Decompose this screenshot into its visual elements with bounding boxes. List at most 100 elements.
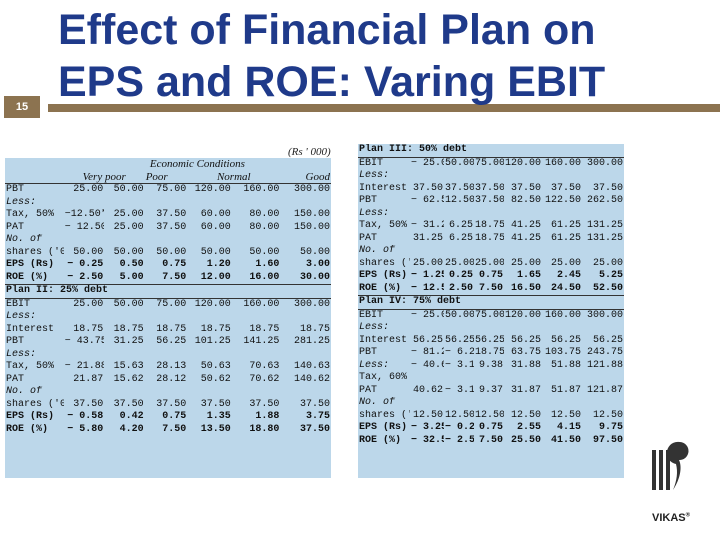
cell-value: 75.00 — [475, 157, 504, 169]
cell-value: −12.50* — [64, 209, 105, 220]
cell-value: 160.00 — [544, 157, 581, 169]
cell-value: 0.25 — [448, 270, 473, 281]
cell-value — [410, 372, 444, 385]
row-label: ROE (%) — [358, 282, 410, 296]
cell-value: − 0.25 — [445, 422, 474, 433]
cell-value — [542, 245, 582, 258]
cell-value: − 81.25 — [411, 347, 444, 358]
cell-value: 7.50 — [474, 282, 504, 296]
cell-value: 150.00 — [293, 209, 330, 220]
cell-value — [504, 208, 542, 221]
row-label: EBIT — [359, 157, 384, 169]
row-label: PAT — [6, 221, 25, 233]
row-label: EPS (Rs) — [6, 259, 55, 270]
cell-value: 0.50 — [119, 259, 144, 270]
cell-value — [542, 322, 582, 335]
row-label: Tax, 50% — [6, 361, 55, 372]
table-row: Interest 56.25 56.25 56.25 56.25 56.25 56.25 — [358, 335, 624, 348]
cell-value: 31.87 — [510, 384, 541, 396]
cell-value: 0.75 — [162, 259, 187, 270]
cell-value — [410, 208, 444, 221]
cell-value: 37.50 — [73, 398, 104, 410]
row-label: EBIT — [6, 298, 31, 310]
cell-value: 18.75 — [475, 220, 504, 231]
cell-value: 243.75 — [586, 347, 623, 358]
cell-value: 2.55 — [516, 422, 541, 433]
cell-value — [444, 208, 474, 221]
cell-value: 80.00 — [249, 221, 280, 233]
cell-value: 37.50 — [475, 182, 504, 194]
cell-value: 37.50 — [550, 182, 581, 194]
cell-value: 121.87 — [586, 384, 623, 396]
cell-value — [280, 234, 331, 247]
row-label: ROE (%) — [359, 434, 402, 446]
units-label: (Rs ' 000) — [288, 146, 331, 158]
cell-value: 50.00 — [299, 246, 330, 258]
cell-value: − 1.25 — [411, 270, 444, 281]
cell-value: 131.25 — [586, 220, 623, 231]
cell-value: 28.12 — [156, 373, 187, 385]
cell-value: 24.50 — [542, 282, 582, 296]
cell-value: − 0.58 — [67, 411, 104, 422]
cell-value: 56.25 — [412, 334, 443, 346]
cell-value: 31.25 — [412, 232, 443, 244]
cell-value: 56.25 — [592, 334, 623, 346]
table-row: PBT − 43.75 31.25 56.25 101.25 141.25 281.25 — [5, 336, 331, 349]
cell-value — [444, 170, 474, 183]
cell-value — [64, 234, 104, 247]
cell-value — [104, 386, 144, 399]
cell-value — [582, 322, 624, 335]
table-row: EPS (Rs) − 0.25 0.50 0.75 1.20 1.60 3.00 — [5, 259, 331, 272]
cell-value — [145, 349, 188, 362]
table-row: ROE (%) − 5.80 4.20 7.50 13.50 18.80 37.50 — [5, 424, 331, 437]
cell-value — [410, 322, 444, 335]
conditions-header-row: Very poor Poor Normal Good — [5, 170, 331, 184]
table-row: Less: — [358, 208, 624, 221]
cell-value — [582, 397, 624, 410]
cell-value — [410, 397, 444, 410]
cell-value — [444, 372, 474, 385]
cell-value: 56.25 — [445, 334, 474, 346]
cell-value: 0.75 — [478, 422, 503, 433]
cell-value: 56.25 — [550, 334, 581, 346]
table-row: No. of — [358, 397, 624, 410]
table-row: Interest 37.50 37.50 37.50 37.50 37.50 37.50 — [358, 183, 624, 196]
cell-value: 9.37 — [478, 384, 503, 396]
condition-poor: Poor — [144, 170, 188, 184]
cell-value — [504, 170, 542, 183]
cell-value — [474, 397, 504, 410]
row-label: Less: — [6, 196, 37, 208]
cell-value — [504, 245, 542, 258]
cell-value: 300.00 — [586, 309, 623, 321]
table-row: EPS (Rs)− 3.25− 0.25 0.75 2.55 4.15 9.75 — [358, 422, 624, 435]
row-label: Less: — [6, 311, 37, 322]
row-label: EBIT — [359, 309, 384, 321]
cell-value: 25.00 — [550, 257, 581, 269]
cell-value: − 40.63* — [411, 359, 444, 371]
cell-value: 140.63 — [293, 361, 330, 372]
table-row: No. of — [5, 234, 331, 247]
cell-value: 51.88 — [550, 359, 581, 371]
cell-value: 37.50 — [412, 182, 443, 194]
cell-value — [145, 197, 188, 210]
cell-value — [410, 245, 444, 258]
row-label: Less: — [6, 348, 37, 360]
table-row: ROE (%) − 2.50 5.00 7.50 12.00 16.00 30.00 — [5, 271, 331, 285]
cell-value: 141.25 — [243, 336, 280, 347]
cell-value: 60.00 — [200, 221, 231, 233]
cell-value: − 25.00 — [411, 309, 444, 321]
cell-value: 2.45 — [556, 270, 581, 281]
cell-value — [232, 197, 281, 210]
cell-value: 61.25 — [550, 220, 581, 231]
cell-value: 7.50 — [162, 423, 187, 435]
cell-value: 37.50 — [156, 209, 187, 220]
cell-value: 300.00 — [293, 298, 330, 310]
cell-value — [542, 170, 582, 183]
cell-value: 16.50 — [504, 282, 542, 296]
cell-value: 160.00 — [243, 298, 280, 310]
condition-good: Good — [280, 170, 331, 184]
cell-value — [232, 311, 281, 324]
cell-value: 82.50 — [510, 195, 541, 206]
cell-value: 56.25 — [156, 336, 187, 347]
